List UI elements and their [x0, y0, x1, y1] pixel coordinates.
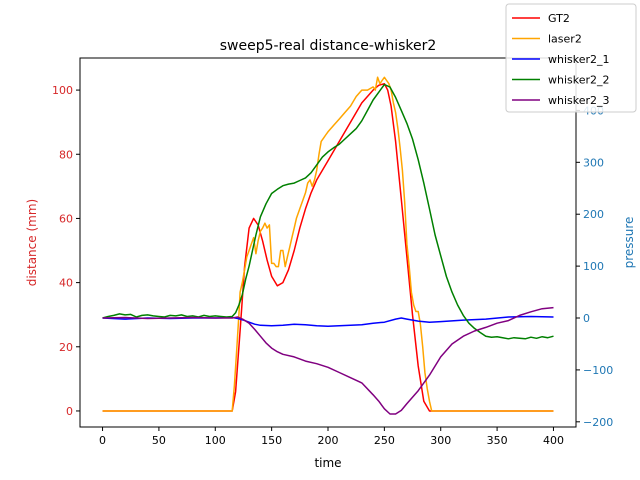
- legend-label: whisker2_3: [548, 94, 610, 107]
- y-left-tick-label: 60: [59, 212, 73, 225]
- x-tick-label: 300: [430, 434, 451, 447]
- plot-frame: [79, 57, 577, 428]
- y-axis-label-left: distance (mm): [25, 199, 39, 286]
- x-tick-label: 350: [487, 434, 508, 447]
- series-line-gt2: [102, 82, 554, 412]
- chart-title: sweep5-real distance-whisker2: [220, 38, 437, 54]
- y-left-tick-label: 40: [59, 277, 73, 290]
- legend-label: laser2: [548, 33, 582, 46]
- y-right-tick-label: −100: [583, 364, 613, 377]
- legend-label: whisker2_2: [548, 74, 610, 87]
- y-right-tick-label: −200: [583, 416, 613, 429]
- y-left-tick-label: 80: [59, 148, 73, 161]
- x-tick-label: 0: [99, 434, 106, 447]
- x-tick-label: 100: [205, 434, 226, 447]
- y-right-tick-label: 100: [583, 260, 604, 273]
- series-line-laser2: [102, 76, 554, 412]
- legend: GT2 laser2 whisker2_1 whisker2_2 whisker2_3: [505, 3, 637, 113]
- legend-box: [505, 3, 637, 113]
- y-right-tick-label: 200: [583, 208, 604, 221]
- legend-label: whisker2_1: [548, 53, 610, 66]
- x-tick-label: 200: [318, 434, 339, 447]
- y-axis-label-right: pressure: [622, 217, 636, 269]
- legend-label: GT2: [548, 12, 570, 25]
- y-right-tick-label: 300: [583, 156, 604, 169]
- series-line-whisker2-3: [102, 306, 554, 415]
- x-tick-label: 400: [543, 434, 564, 447]
- x-axis-label: time: [314, 456, 341, 470]
- x-tick-label: 250: [374, 434, 395, 447]
- y-right-tick-label: 0: [583, 312, 590, 325]
- y-left-tick-label: 20: [59, 341, 73, 354]
- x-tick-label: 150: [261, 434, 282, 447]
- series-line-whisker2-2: [102, 83, 554, 340]
- y-left-tick-label: 0: [66, 405, 73, 418]
- y-left-tick-label: 100: [52, 84, 73, 97]
- x-tick-label: 50: [152, 434, 166, 447]
